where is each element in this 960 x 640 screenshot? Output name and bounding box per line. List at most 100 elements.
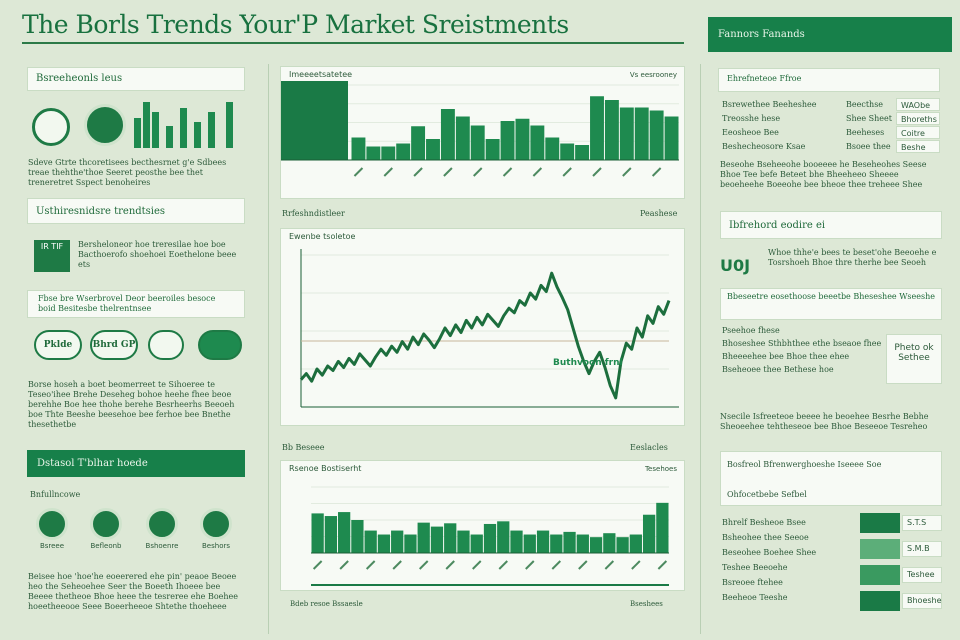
bar [457, 530, 470, 553]
subheading: Ohfocetbebe Sefbel [727, 490, 807, 499]
tick-mark [551, 560, 562, 570]
row-text: Pseehoe fhese [722, 326, 780, 335]
tick-mark [562, 167, 572, 177]
bar [576, 534, 589, 553]
bar [381, 146, 396, 160]
icon [32, 108, 70, 146]
pill: Bhrd GP [90, 330, 138, 360]
chart-panel: Ewenbe tsoletoe Buthvoon frnl [280, 228, 685, 426]
paragraph: Nsecile Isfreeteoe beeee he beoehee Besr… [720, 412, 929, 431]
bar [417, 522, 430, 553]
bar [536, 530, 550, 553]
section-heading: Usthiresnidsre trendtsies [27, 198, 245, 224]
bar [664, 116, 679, 160]
bar [391, 530, 404, 553]
bar [523, 534, 536, 553]
icon [200, 508, 232, 540]
row-text: Beseohee Boehee Shee [722, 548, 817, 557]
bar [404, 534, 417, 553]
caption: Bdeb resoe Bssaesle [290, 600, 363, 608]
bar [563, 531, 576, 553]
bar [411, 126, 426, 160]
chart: Imeeeetsatetee Vs eesrooney [281, 70, 679, 177]
bar [500, 121, 515, 160]
bar [510, 530, 523, 553]
bar [470, 125, 485, 160]
tick-mark [413, 167, 423, 177]
bar [366, 146, 381, 160]
bar [656, 502, 669, 553]
annotation: Buthvoon frnl [553, 358, 623, 368]
chart-title: Rsenoe Bostiserht [289, 464, 361, 473]
tick-mark [604, 560, 615, 570]
chart-label: Tesehoes [644, 465, 677, 473]
tag: Teshee [902, 567, 942, 583]
page-title: The Borls Trends Your'P Market Sreistmen… [22, 10, 569, 39]
bar [364, 530, 377, 553]
tick-mark [353, 167, 364, 177]
chart-panel: Imeeeetsatetee Vs eesrooney [280, 66, 685, 199]
tick-mark [383, 167, 393, 177]
bar [575, 145, 590, 160]
tick-mark [631, 560, 641, 570]
icon [36, 508, 68, 540]
icon [146, 508, 178, 540]
row-text: Bsheohee thee Seeoe [722, 533, 809, 542]
paragraph: Sdeve Gtrte thcoretisees becthesrnet g'e… [28, 158, 227, 187]
row-text: Shee Sheet [846, 114, 892, 123]
caption: Bseshees [630, 600, 663, 608]
row-tag: WAObe [896, 98, 940, 111]
section-heading: Ibfrehord eodire ei [720, 211, 942, 239]
pill: Pklde [34, 330, 82, 360]
section-heading: Bsreeheonls leus [27, 67, 245, 91]
pill [198, 330, 242, 360]
bar [444, 523, 457, 553]
heading: Bosfreol Bfrenwerghoeshe Iseeee Soe [727, 460, 882, 469]
tag: S.T.S [902, 515, 942, 531]
paragraph: Whoe thhe'e bees te beset'ohe Beeoehe e … [768, 248, 937, 267]
section-banner: Dstasol T'blhar hoede [27, 450, 245, 477]
bar [589, 537, 603, 553]
row-tag: Beshe [896, 140, 940, 153]
tick-mark [498, 560, 508, 570]
row-text: Beecthse [846, 100, 884, 109]
title-rule [22, 42, 684, 44]
icon-label: Beshors [202, 542, 230, 550]
tick-mark [502, 167, 513, 177]
chart: Rsenoe Bostiserht Tesehoes [289, 464, 677, 586]
bar [483, 523, 497, 553]
tick-mark [622, 167, 632, 177]
tick-mark [392, 560, 402, 570]
bar [560, 143, 575, 160]
tick-mark [418, 560, 429, 570]
label: Bb Beseee [282, 443, 325, 452]
paragraph: Beseohe Bseheeohe booeeee he Beseheohes … [720, 160, 927, 189]
bar [515, 118, 530, 160]
tick-mark [365, 560, 376, 570]
side-box: Pheto ok Sethee [886, 334, 942, 384]
row-text: Bsoee thee [846, 142, 891, 151]
bar [430, 526, 444, 553]
bar [550, 534, 563, 553]
chart-panel: Rsenoe Bostiserht Tesehoes [280, 460, 685, 591]
row-text: Bheeeehee bee Bhoe thee ehee [722, 352, 850, 361]
line [299, 271, 671, 400]
row-tag: Coitre [896, 126, 940, 139]
tick-mark [657, 560, 668, 570]
bar [634, 107, 649, 160]
tick-mark [312, 560, 323, 570]
row-tag: Bhoreths [896, 112, 940, 125]
bar [619, 107, 634, 160]
bar [311, 513, 324, 553]
subheading: Bnfullncowe [30, 490, 81, 499]
row-text: Beeheoe Teeshe [722, 593, 788, 602]
icon-label: Befleonb [90, 542, 122, 550]
section-heading: Ehrefneteoe Ffroe [718, 68, 940, 92]
bar [616, 537, 629, 553]
paragraph: Bersheloneor hoe treresilae hoe boe Bact… [78, 240, 237, 269]
divider [268, 64, 269, 634]
row-text: Bhoseshee Sthbhthee ethe bseaoe fhee [722, 339, 882, 348]
bar [396, 143, 411, 160]
section-heading: Bbeseetre eosethoose beeetbe Bheseshee W… [720, 288, 942, 320]
